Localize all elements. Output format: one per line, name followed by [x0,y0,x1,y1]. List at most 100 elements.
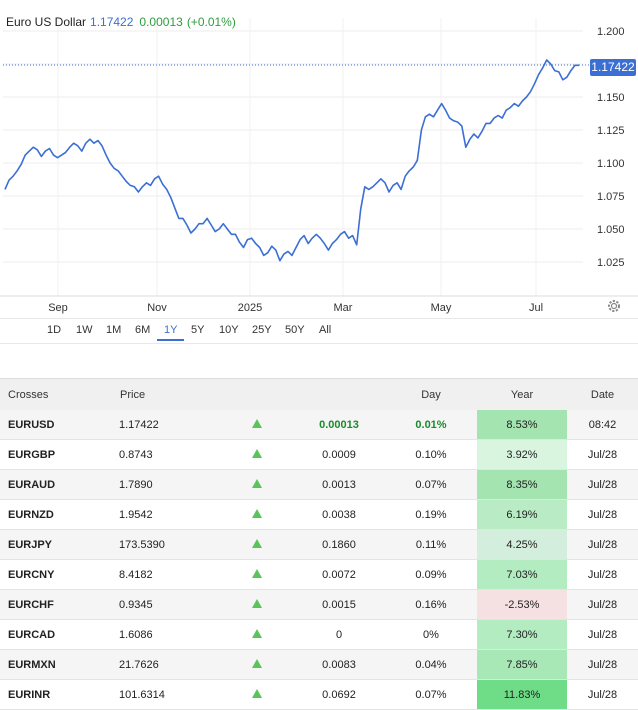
cross-day-pct: 0.11% [385,529,477,560]
range-all[interactable]: All [319,324,332,336]
up-arrow-icon [221,529,293,560]
cross-price: 1.7890 [119,469,221,500]
x-tick-label: Sep [48,302,68,314]
cross-date: Jul/28 [567,679,638,710]
cross-year-pct: 7.85% [477,649,567,680]
up-arrow-icon [221,649,293,680]
y-tick-label: 1.075 [597,191,625,203]
y-tick-label: 1.025 [597,257,625,269]
cross-symbol[interactable]: EURNZD [0,499,119,530]
range-1d[interactable]: 1D [47,324,62,336]
table-row[interactable]: EURCAD 1.6086 0 0% 7.30% Jul/28 [0,619,638,650]
cross-symbol[interactable]: EURMXN [0,649,119,680]
x-tick-label: Nov [147,302,167,314]
header-price[interactable]: Price [119,378,221,410]
x-tick-label: Jul [529,302,543,314]
cross-price: 1.6086 [119,619,221,650]
range-10y[interactable]: 10Y [219,324,239,336]
range-selector: 1D 1W 1M 6M 1Y 5Y 10Y 25Y 50Y All [0,318,638,344]
cross-day-pct: 0% [385,619,477,650]
cross-change: 0.0083 [293,649,385,680]
range-50y[interactable]: 50Y [285,324,305,336]
cross-date: Jul/28 [567,559,638,590]
cross-date: Jul/28 [567,499,638,530]
cross-change: 0.00013 [293,410,385,440]
table-row[interactable]: EURAUD 1.7890 0.0013 0.07% 8.35% Jul/28 [0,469,638,500]
table-row[interactable]: EURGBP 0.8743 0.0009 0.10% 3.92% Jul/28 [0,439,638,470]
header-change [293,378,385,410]
table-row[interactable]: EURUSD 1.17422 0.00013 0.01% 8.53% 08:42 [0,410,638,440]
last-price-tag: 1.17422 [590,59,636,76]
cross-change: 0 [293,619,385,650]
cross-symbol[interactable]: EURGBP [0,439,119,470]
price-change-pct: (+0.01%) [186,15,236,29]
cross-price: 173.5390 [119,529,221,560]
header-date[interactable]: Date [567,378,638,410]
cross-symbol[interactable]: EURAUD [0,469,119,500]
gear-icon[interactable] [606,298,622,314]
cross-day-pct: 0.07% [385,679,477,710]
cross-year-pct: 6.19% [477,499,567,530]
up-arrow-icon [221,619,293,650]
range-1y[interactable]: 1Y [164,324,178,336]
range-5y[interactable]: 5Y [191,324,205,336]
table-row[interactable]: EURCHF 0.9345 0.0015 0.16% -2.53% Jul/28 [0,589,638,620]
up-arrow-icon [221,410,293,440]
cross-symbol[interactable]: EURJPY [0,529,119,560]
range-25y[interactable]: 25Y [252,324,272,336]
cross-year-pct: 8.53% [477,410,567,440]
price-chart[interactable]: 1.2001.1751.1501.1251.1001.0751.0501.025… [0,0,638,318]
header-crosses[interactable]: Crosses [0,378,119,410]
cross-day-pct: 0.19% [385,499,477,530]
up-arrow-icon [221,499,293,530]
cross-year-pct: 7.30% [477,619,567,650]
instrument-title: Euro US Dollar [6,15,87,29]
cross-symbol[interactable]: EURCAD [0,619,119,650]
cross-date: Jul/28 [567,439,638,470]
cross-price: 1.9542 [119,499,221,530]
cross-symbol[interactable]: EURINR [0,679,119,710]
cross-price: 101.6314 [119,679,221,710]
cross-price: 8.4182 [119,559,221,590]
price-change: 0.00013 [139,15,183,29]
cross-day-pct: 0.09% [385,559,477,590]
header-year[interactable]: Year [477,378,567,410]
header-day[interactable]: Day [385,378,477,410]
cross-change: 0.0013 [293,469,385,500]
range-1w[interactable]: 1W [76,324,93,336]
cross-date: Jul/28 [567,469,638,500]
cross-price: 21.7626 [119,649,221,680]
cross-day-pct: 0.10% [385,439,477,470]
range-6m[interactable]: 6M [135,324,151,336]
chart-header: Euro US Dollar 1.17422 0.00013 (+0.01%) [6,15,236,29]
cross-day-pct: 0.01% [385,410,477,440]
cross-symbol[interactable]: EURCNY [0,559,119,590]
table-row[interactable]: EURJPY 173.5390 0.1860 0.11% 4.25% Jul/28 [0,529,638,560]
cross-date: Jul/28 [567,529,638,560]
y-tick-label: 1.100 [597,158,625,170]
cross-change: 0.0015 [293,589,385,620]
cross-price: 1.17422 [119,410,221,440]
chart-canvas[interactable]: 1.2001.1751.1501.1251.1001.0751.0501.025… [0,0,638,318]
y-tick-label: 1.125 [597,125,625,137]
x-tick-label: 2025 [238,302,262,314]
cross-date: 08:42 [567,410,638,440]
current-price: 1.17422 [90,15,134,29]
cross-year-pct: 4.25% [477,529,567,560]
table-row[interactable]: EURNZD 1.9542 0.0038 0.19% 6.19% Jul/28 [0,499,638,530]
table-row[interactable]: EURINR 101.6314 0.0692 0.07% 11.83% Jul/28 [0,679,638,710]
cross-symbol[interactable]: EURUSD [0,410,119,440]
cross-year-pct: 8.35% [477,469,567,500]
table-row[interactable]: EURMXN 21.7626 0.0083 0.04% 7.85% Jul/28 [0,649,638,680]
price-series-line [4,59,579,262]
range-1m[interactable]: 1M [106,324,122,336]
cross-year-pct: 3.92% [477,439,567,470]
cross-symbol[interactable]: EURCHF [0,589,119,620]
table-row[interactable]: EURCNY 8.4182 0.0072 0.09% 7.03% Jul/28 [0,559,638,590]
up-arrow-icon [221,469,293,500]
x-tick-label: May [431,302,452,314]
header-arrow [221,378,293,410]
cross-day-pct: 0.07% [385,469,477,500]
up-arrow-icon [221,439,293,470]
up-arrow-icon [221,679,293,710]
